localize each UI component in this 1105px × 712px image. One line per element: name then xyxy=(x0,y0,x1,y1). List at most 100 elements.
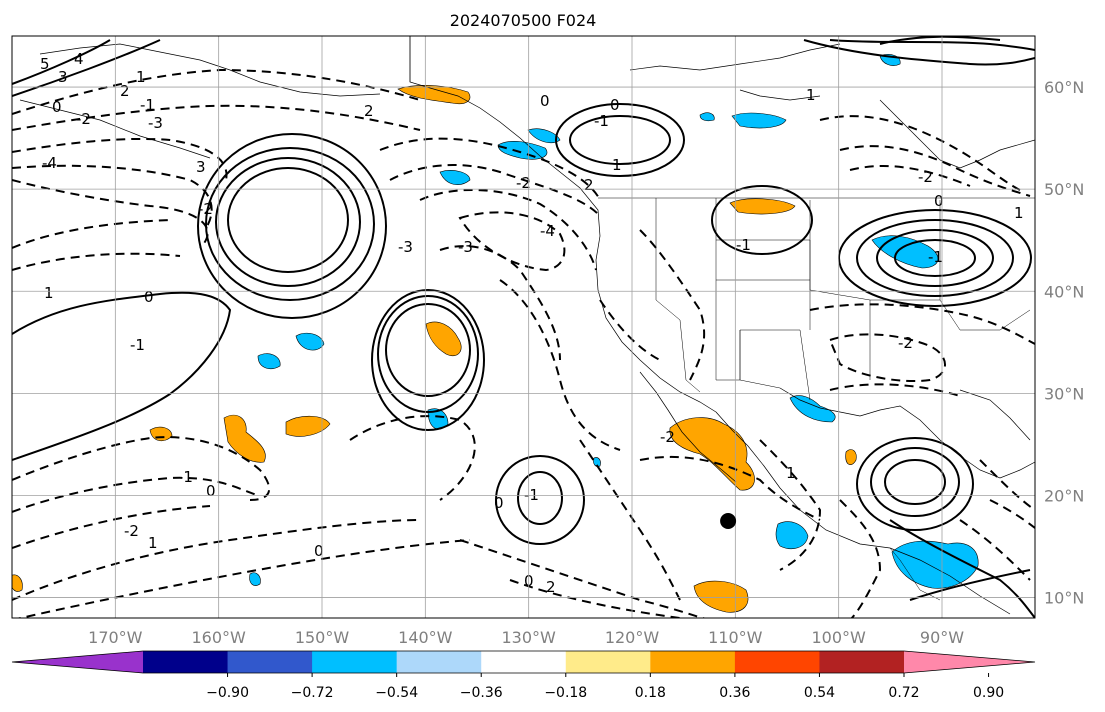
longitude-label: 140°W xyxy=(398,628,453,647)
contour-label: 4 xyxy=(74,50,84,68)
longitude-labels: 170°W 160°W 150°W 140°W 130°W 120°W 110°W 100°W… xyxy=(88,628,964,647)
colorbar-tick-label: −0.90 xyxy=(206,685,249,701)
contour-label: 1 xyxy=(1014,204,1024,222)
blue-patch-pac-6 xyxy=(427,408,449,430)
longitude-label: 150°W xyxy=(295,628,350,647)
contour-label: 3 xyxy=(196,158,206,176)
colorbar-tick-label: −0.18 xyxy=(544,685,587,701)
contour-label: -1 xyxy=(524,486,539,504)
political-borders xyxy=(409,36,1035,601)
contour-label: -1 xyxy=(178,468,193,486)
orange-patch-montana xyxy=(729,198,796,215)
colorbar-outline xyxy=(11,650,1036,674)
longitude-label: 110°W xyxy=(708,628,763,647)
contour-label: -1 xyxy=(140,96,155,114)
longitude-label: 130°W xyxy=(501,628,556,647)
contour-label: 1 xyxy=(148,534,158,552)
orange-patch-alaska xyxy=(397,85,471,105)
contour-label: 1 xyxy=(136,68,146,86)
blue-patch-pac-2 xyxy=(257,353,281,369)
contour-label: 0 xyxy=(52,98,62,116)
colorbar-extend-low xyxy=(12,651,143,673)
contour-label: 0 xyxy=(144,288,154,306)
colorbar-segment xyxy=(143,651,229,673)
blue-patch-bc-2 xyxy=(527,128,561,143)
latitude-labels: 60°N 50°N 40°N 30°N 20°N 10°N xyxy=(1044,78,1084,608)
latitude-label: 10°N xyxy=(1044,589,1084,608)
colorbar-tick-label: −0.72 xyxy=(291,685,334,701)
colorbar-segment xyxy=(650,651,736,673)
contour-label: 0 xyxy=(494,494,504,512)
contour-label: 5 xyxy=(40,55,50,73)
contour-label: 0 xyxy=(540,92,550,110)
longitude-label: 160°W xyxy=(191,628,246,647)
map-background xyxy=(12,36,1035,618)
contour-label: 1 xyxy=(44,284,54,302)
contour-label: -3 xyxy=(148,114,163,132)
contour-label: 2 xyxy=(120,82,130,100)
colorbar-segment xyxy=(227,651,313,673)
contour-label: 0 xyxy=(934,192,944,210)
blue-patch-pac-1 xyxy=(295,332,325,351)
contour-label: 1 xyxy=(806,86,816,104)
blue-patch-gulf xyxy=(439,170,471,185)
contour-label: 2 xyxy=(584,176,594,194)
contour-label: -4 xyxy=(42,154,57,172)
latitude-label: 20°N xyxy=(1044,486,1084,505)
orange-patch-gulfcoast xyxy=(845,449,857,465)
contour-label: -2 xyxy=(124,522,139,540)
blue-patch-canada xyxy=(731,112,787,129)
contour-label: -1 xyxy=(130,336,145,354)
blue-patch-small-2 xyxy=(593,457,601,467)
contour-label: 0 xyxy=(314,542,324,560)
contour-label: -2 xyxy=(918,168,933,186)
plot-title: 2024070500 F024 xyxy=(450,11,597,30)
contour-label: -1 xyxy=(928,248,943,266)
longitude-label: 100°W xyxy=(811,628,866,647)
contour-label: -3 xyxy=(458,238,473,256)
latitude-label: 60°N xyxy=(1044,78,1084,97)
contour-label: -3 xyxy=(398,238,413,256)
longitude-label: 90°W xyxy=(920,628,964,647)
contour-label: -1 xyxy=(594,112,609,130)
contour-label: -1 xyxy=(736,236,751,254)
colorbar-tick-labels: −0.90 −0.72 −0.54 −0.36 −0.18 0.18 0.36 0.54 0.7… xyxy=(206,685,1004,701)
contour-label: -2 xyxy=(198,200,213,218)
colorbar-segment xyxy=(396,651,482,673)
blue-patch-bc xyxy=(497,140,548,160)
contour-label: -4 xyxy=(540,222,555,240)
orange-patch-south xyxy=(693,580,749,613)
location-marker xyxy=(720,513,737,529)
colorbar-segment xyxy=(312,651,398,673)
dashed-contours xyxy=(12,68,1035,618)
shaded-fields xyxy=(12,54,979,613)
latitude-label: 50°N xyxy=(1044,180,1084,199)
colorbar-segment xyxy=(819,651,905,673)
latitude-label: 30°N xyxy=(1044,384,1084,403)
contour-label: 0 xyxy=(206,482,216,500)
contour-label: -2 xyxy=(660,428,675,446)
orange-patch-low xyxy=(425,321,462,357)
solid-contours xyxy=(12,36,1035,618)
contour-label: 1 xyxy=(786,464,796,482)
contour-label: 1 xyxy=(612,156,622,174)
orange-patch-baja xyxy=(669,417,755,491)
blue-patch-central-am xyxy=(891,540,979,589)
contour-label: 2 xyxy=(364,102,374,120)
latitude-label: 40°N xyxy=(1044,282,1084,301)
contour-label: 2 xyxy=(546,578,556,596)
blue-patch-canada-2 xyxy=(699,112,715,122)
contour-label: 0 xyxy=(610,96,620,114)
contour-label: 3 xyxy=(58,68,68,86)
orange-patch-pac-4 xyxy=(285,415,331,437)
colorbar-tick-label: 0.18 xyxy=(635,685,666,701)
contour-label: -2 xyxy=(898,334,913,352)
colorbar-segment xyxy=(565,651,651,673)
colorbar-segment xyxy=(734,651,820,673)
blue-patch-texas xyxy=(789,395,836,423)
colorbar-tick-label: 0.90 xyxy=(973,685,1004,701)
orange-patch-pac-3 xyxy=(223,414,266,463)
longitude-label: 120°W xyxy=(605,628,660,647)
orange-patch-west-edge xyxy=(12,574,23,592)
